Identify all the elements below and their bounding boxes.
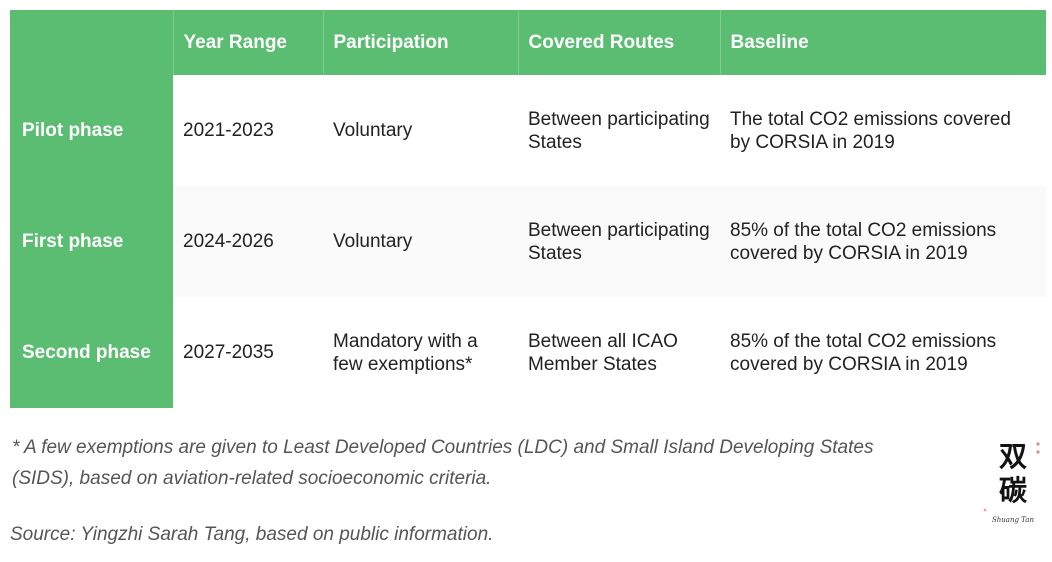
table-row: Pilot phase 2021-2023 Voluntary Between … bbox=[10, 75, 1046, 186]
footnote: * A few exemptions are given to Least De… bbox=[12, 437, 874, 489]
participation-cell: Voluntary bbox=[323, 186, 518, 297]
baseline-cell: The total CO2 emissions covered by CORSI… bbox=[720, 75, 1046, 186]
corsia-phases-table: Year Range Participation Covered Routes … bbox=[10, 10, 1046, 408]
covered-routes-cell: Between participating States bbox=[518, 75, 720, 186]
logo-dot-low bbox=[983, 508, 987, 512]
covered-routes-cell: Between all ICAO Member States bbox=[518, 297, 720, 408]
baseline-cell: 85% of the total CO2 emissions covered b… bbox=[720, 297, 1046, 408]
participation-cell: Mandatory with a few exemptions* bbox=[323, 297, 518, 408]
logo-glyph-2: 碳 bbox=[999, 474, 1028, 507]
phase-name: First phase bbox=[10, 186, 173, 297]
source-note: Source: Yingzhi Sarah Tang, based on pub… bbox=[10, 524, 494, 545]
year-range-cell: 2024-2026 bbox=[173, 186, 323, 297]
logo-dot-top bbox=[1036, 442, 1040, 446]
baseline-cell: 85% of the total CO2 emissions covered b… bbox=[720, 186, 1046, 297]
year-range-cell: 2027-2035 bbox=[173, 297, 323, 408]
year-range-cell: 2021-2023 bbox=[173, 75, 323, 186]
logo-dot-mid bbox=[1036, 450, 1040, 454]
phase-name: Second phase bbox=[10, 297, 173, 408]
table-row: Second phase 2027-2035 Mandatory with a … bbox=[10, 297, 1046, 408]
header-year-range: Year Range bbox=[173, 10, 324, 75]
header-participation: Participation bbox=[323, 10, 519, 75]
logo-glyph-1: 双 bbox=[999, 440, 1027, 473]
phase-name: Pilot phase bbox=[10, 75, 173, 186]
table-row: First phase 2024-2026 Voluntary Between … bbox=[10, 186, 1046, 297]
logo-caption: Shuang Tan bbox=[992, 516, 1034, 524]
header-covered-routes: Covered Routes bbox=[518, 10, 721, 75]
header-baseline: Baseline bbox=[720, 10, 1046, 75]
header-corner bbox=[10, 10, 174, 75]
shuang-tan-logo: 双 碳 Shuang Tan bbox=[983, 440, 1040, 524]
participation-cell: Voluntary bbox=[323, 75, 518, 186]
covered-routes-cell: Between participating States bbox=[518, 186, 720, 297]
table-header-row: Year Range Participation Covered Routes … bbox=[10, 10, 1046, 75]
